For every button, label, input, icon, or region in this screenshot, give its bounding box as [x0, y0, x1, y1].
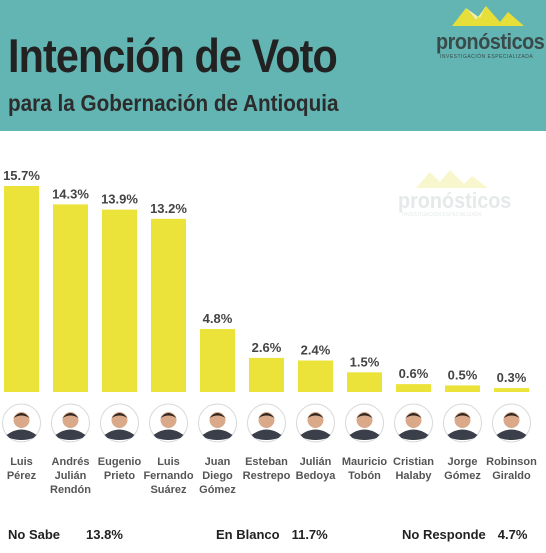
value-label-5: 2.6%: [252, 340, 282, 355]
candidate-name-9: Jorge Gómez: [444, 456, 481, 482]
candidate-name-line: Julián: [300, 456, 332, 468]
candidate-name-line: Diego: [202, 470, 233, 482]
candidate-name-line: Restrepo: [243, 470, 291, 482]
candidate-name-line: Mauricio: [342, 456, 388, 468]
bar-9: [445, 385, 480, 392]
candidate-avatar-3: [149, 403, 188, 443]
candidate-name-line: Rendón: [50, 484, 91, 496]
candidate-name-line: Gómez: [444, 470, 481, 482]
bar-2: [102, 209, 137, 392]
candidate-avatar-4: [198, 403, 237, 443]
mountain-logo-icon: [452, 6, 524, 26]
footer-no-sabe: No Sabe 13.8%: [8, 527, 123, 542]
bar-6: [298, 360, 333, 392]
bar-1: [53, 204, 88, 392]
logo-tagline: INVESTIGACIÓN ESPECIALIZADA: [440, 54, 534, 60]
bar-0: [4, 186, 39, 392]
candidate-name-line: Andrés: [52, 456, 90, 468]
candidate-avatar-2: [100, 403, 139, 443]
candidate-avatar-0: [2, 403, 41, 443]
candidate-avatar-9: [443, 403, 482, 443]
candidate-name-line: Esteban: [245, 456, 288, 468]
candidate-name-line: Juan: [205, 456, 231, 468]
value-label-9: 0.5%: [448, 367, 478, 382]
candidate-name-line: Luis: [157, 456, 180, 468]
header-banner: Intención de Voto para la Gobernación de…: [0, 0, 546, 131]
candidate-name-2: Eugenio Prieto: [98, 456, 142, 482]
candidate-name-line: Jorge: [448, 456, 478, 468]
candidate-name-line: Suárez: [150, 484, 187, 496]
bar-7: [347, 372, 382, 392]
candidate-name-10: Robinson Giraldo: [486, 456, 537, 482]
en-blanco-value: 11.7%: [291, 527, 328, 542]
candidate-name-line: Julián: [55, 470, 87, 482]
candidate-name-6: Julián Bedoya: [296, 456, 337, 482]
candidate-name-line: Prieto: [104, 470, 135, 482]
value-label-3: 13.2%: [150, 201, 187, 216]
value-label-1: 14.3%: [52, 186, 89, 201]
candidate-name-4: Juan Diego Gómez: [199, 456, 236, 496]
bar-4: [200, 329, 235, 392]
footer-no-responde: No Responde 4.7%: [402, 527, 527, 542]
en-blanco-label: En Blanco: [216, 527, 280, 542]
no-sabe-label: No Sabe: [8, 527, 61, 542]
candidate-name-line: Luis: [10, 456, 33, 468]
pronosticos-watermark: pronósticos INVESTIGACIÓN ESPECIALIZADA: [398, 168, 512, 218]
bar-10: [494, 388, 529, 392]
value-label-10: 0.3%: [497, 370, 527, 385]
candidate-name-line: Bedoya: [296, 470, 337, 482]
candidate-name-line: Fernando: [143, 470, 193, 482]
bar-3: [151, 218, 186, 392]
candidate-name-1: Andrés Julián Rendón: [50, 456, 91, 496]
candidate-name-line: Gómez: [199, 484, 236, 496]
bar-5: [249, 357, 284, 392]
mountain-watermark-icon: [416, 170, 488, 188]
candidate-name-line: Halaby: [395, 470, 432, 482]
value-label-8: 0.6%: [399, 366, 429, 381]
bar-8: [396, 384, 431, 392]
pronosticos-logo: pronósticos INVESTIGACIÓN ESPECIALIZADA: [432, 4, 545, 60]
candidate-name-line: Giraldo: [492, 470, 531, 482]
logo-name: pronósticos: [436, 29, 545, 54]
candidate-name-line: Tobón: [348, 470, 381, 482]
candidate-name-line: Eugenio: [98, 456, 142, 468]
candidate-avatar-8: [394, 403, 433, 443]
candidate-name-7: Mauricio Tobón: [342, 456, 388, 482]
no-sabe-value: 13.8%: [86, 527, 123, 542]
candidate-avatar-5: [247, 403, 286, 443]
candidate-name-line: Pérez: [7, 470, 37, 482]
page-subtitle: para la Gobernación de Antioquia: [8, 90, 339, 116]
candidate-avatar-1: [51, 403, 90, 443]
value-label-2: 13.9%: [101, 192, 138, 207]
candidate-name-5: Esteban Restrepo: [243, 456, 291, 482]
page-title: Intención de Voto: [8, 29, 338, 82]
value-label-7: 1.5%: [350, 354, 380, 369]
value-label-0: 15.7%: [3, 168, 40, 183]
watermark-tagline: INVESTIGACIÓN ESPECIALIZADA: [402, 212, 482, 218]
candidate-avatar-10: [492, 403, 531, 443]
footer-en-blanco: En Blanco 11.7%: [216, 527, 328, 542]
candidate-avatar-6: [296, 403, 335, 443]
no-responde-value: 4.7%: [497, 527, 528, 542]
candidate-avatar-7: [345, 403, 384, 443]
no-responde-label: No Responde: [402, 527, 486, 542]
candidate-name-line: Robinson: [486, 456, 537, 468]
candidate-name-3: Luis Fernando Suárez: [143, 456, 193, 496]
candidate-name-8: Cristian Halaby: [393, 456, 434, 482]
candidate-name-line: Cristian: [393, 456, 434, 468]
candidate-name-0: Luis Pérez: [7, 456, 37, 482]
value-label-6: 2.4%: [301, 343, 331, 358]
watermark-name: pronósticos: [398, 188, 512, 213]
value-label-4: 4.8%: [203, 311, 233, 326]
